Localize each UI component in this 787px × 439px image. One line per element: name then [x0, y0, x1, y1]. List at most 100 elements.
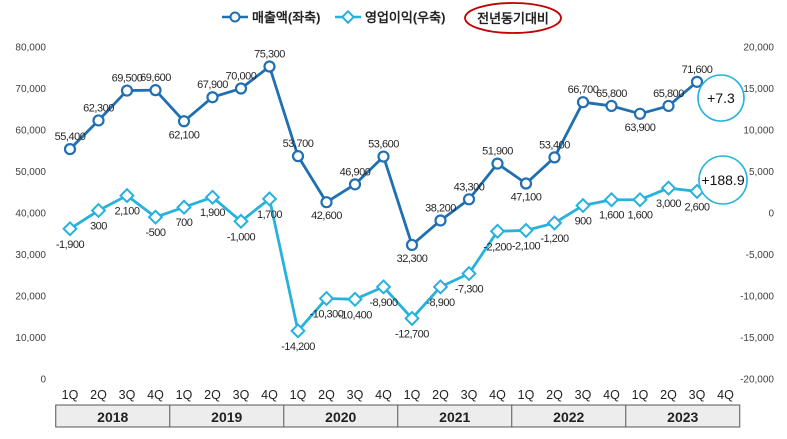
sales-data-label: 62,100	[169, 129, 200, 141]
annotations: +7.3 +188.9	[697, 74, 748, 205]
sales-point	[462, 193, 476, 206]
profit-data-label: -7,300	[455, 284, 484, 296]
right-axis-tick: 20,000	[743, 43, 774, 54]
profit-point	[261, 191, 278, 207]
profit-data-label: 700	[176, 217, 193, 229]
left-axis: 0 10,000 20,000 30,000 40,000 50,000 60,000 70,…	[15, 43, 46, 386]
profit-data-label: 2,100	[114, 206, 139, 218]
sales-point	[434, 214, 447, 227]
sales-data-label: 71,600	[682, 64, 713, 76]
quarter-label: 4Q	[261, 388, 278, 402]
sales-point	[491, 157, 504, 170]
quarter-label: 4Q	[717, 388, 734, 402]
profit-data-label: -8,900	[426, 297, 455, 309]
sales-point	[120, 84, 134, 97]
profit-point	[318, 290, 335, 307]
sales-point	[234, 82, 248, 95]
left-axis-tick: 40,000	[15, 209, 46, 220]
left-axis-tick: 10,000	[15, 333, 46, 344]
profit-point	[90, 202, 107, 219]
quarter-label: 2Q	[432, 388, 449, 402]
quarter-label: 2Q	[660, 388, 677, 402]
year-label: 2023	[667, 409, 698, 425]
profit-data-label: -2,100	[512, 240, 541, 252]
left-axis-tick: 80,000	[15, 43, 46, 54]
sales-data-label: 70,000	[226, 71, 257, 83]
sales-point	[690, 75, 704, 88]
quarter-label: 3Q	[233, 388, 250, 402]
profit-point	[518, 222, 534, 239]
profit-point	[660, 180, 677, 196]
sales-data-label: 53,700	[283, 138, 314, 150]
quarter-label: 2Q	[204, 388, 221, 402]
left-axis-tick: 20,000	[15, 292, 46, 303]
series-layer	[62, 60, 705, 339]
right-axis-tick: 10,000	[743, 126, 774, 137]
sales-point	[92, 114, 105, 127]
right-axis-tick: 0	[768, 209, 774, 220]
sales-growth-label: +7.3	[707, 90, 735, 106]
sales-data-label: 43,300	[454, 181, 485, 193]
sales-point	[662, 99, 675, 113]
profit-point	[404, 310, 420, 327]
sales-point	[576, 96, 590, 109]
profit-point	[147, 209, 164, 225]
sales-point	[263, 60, 276, 73]
right-axis-tick: 15,000	[743, 84, 774, 95]
profit-point	[62, 220, 78, 237]
profit-data-label: 1,700	[257, 209, 282, 221]
quarter-label: 4Q	[147, 388, 164, 402]
profit-point	[347, 291, 363, 308]
quarter-label: 1Q	[176, 388, 193, 402]
sales-data-label: 51,900	[482, 146, 513, 158]
sales-data-label: 62,300	[83, 102, 114, 114]
right-axis-tick: 5,000	[749, 167, 774, 178]
sales-data-label: 75,300	[254, 49, 285, 61]
quarter-label: 1Q	[404, 388, 421, 402]
legend-note-label: 전년동기대비	[477, 11, 549, 26]
profit-data-label: -1,200	[540, 233, 569, 245]
profit-data-label: 2,600	[684, 201, 709, 213]
year-label: 2019	[211, 409, 242, 425]
legend-profit-label: 영업이익(우축)	[365, 10, 445, 25]
right-axis-tick: -15,000	[740, 333, 774, 344]
right-axis-tick: -10,000	[740, 292, 774, 303]
profit-growth-label: +188.9	[701, 172, 744, 188]
profit-point	[233, 213, 249, 230]
profit-data-label: 1,900	[200, 207, 225, 219]
sales-data-label: 47,100	[511, 192, 542, 204]
quarter-label: 3Q	[347, 388, 364, 402]
sales-data-label: 69,500	[112, 73, 143, 85]
profit-point	[204, 189, 221, 206]
sales-growth-circle	[697, 74, 745, 122]
sales-point	[405, 238, 419, 252]
legend-profit-marker	[340, 9, 356, 25]
right-axis-tick: -20,000	[740, 375, 774, 386]
sales-data-label: 66,700	[568, 84, 599, 96]
sales-point	[548, 151, 561, 164]
sales-data-label: 65,800	[653, 88, 684, 100]
year-label: 2020	[325, 409, 356, 425]
profit-data-label: -8,900	[369, 297, 398, 309]
quarter-label: 4Q	[375, 388, 392, 402]
sales-point	[149, 84, 162, 97]
profit-point	[176, 199, 192, 215]
quarter-label: 3Q	[689, 388, 706, 402]
profit-data-label: -12,700	[395, 328, 429, 340]
right-axis: -20,000 -15,000 -10,000 -5,000 0 5,000 10,000 1…	[740, 43, 774, 386]
quarter-label: 3Q	[575, 388, 592, 402]
quarter-label: 2Q	[90, 388, 107, 402]
quarter-label: 1Q	[518, 388, 535, 402]
year-label: 2018	[97, 409, 128, 425]
profit-point	[290, 323, 306, 339]
profit-data-label: -1,000	[227, 231, 256, 243]
sales-point	[633, 107, 647, 120]
quarter-label: 1Q	[632, 388, 649, 402]
sales-point	[348, 178, 362, 191]
quarter-label: 3Q	[119, 388, 136, 402]
quarter-label: 3Q	[461, 388, 478, 402]
left-axis-tick: 60,000	[15, 126, 46, 137]
profit-point	[575, 197, 591, 214]
profit-data-label: 300	[90, 221, 107, 233]
